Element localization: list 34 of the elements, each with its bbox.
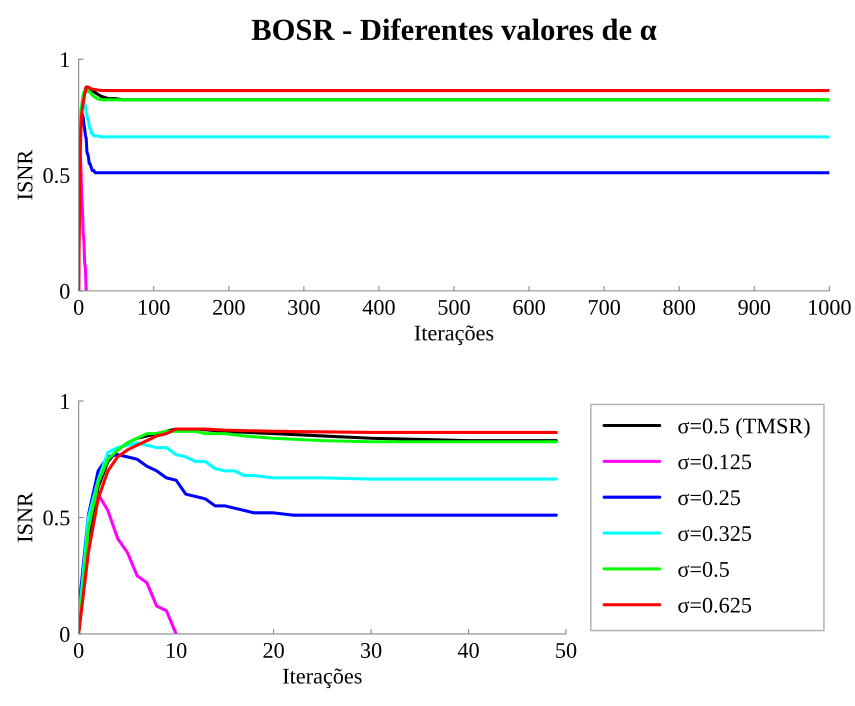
y-tick-label: 0: [60, 626, 70, 642]
y-tick-label: 1: [61, 52, 69, 68]
legend-label: σ=0.25: [678, 490, 740, 506]
chart-title: BOSR - Diferentes valores de α: [252, 18, 656, 40]
y-tick-label: 0: [60, 284, 70, 299]
x-tick-label: 300: [288, 300, 320, 315]
x-tick-label: 500: [438, 300, 470, 315]
x-tick-label: 100: [139, 300, 170, 315]
legend-label: σ=0.625: [678, 598, 752, 613]
x-tick-label: 1000: [809, 300, 851, 315]
x-tick-label: 0: [74, 642, 84, 658]
x-tick-label: 400: [362, 300, 395, 315]
legend-label: σ=0.5 (TMSR): [678, 418, 810, 438]
x-tick-label: 700: [588, 300, 620, 315]
x-tick-label: 600: [513, 300, 545, 315]
x-tick-label: 30: [361, 642, 382, 658]
x-axis-title: Iterações: [414, 325, 494, 346]
legend-label: σ=0.325: [678, 526, 752, 542]
x-tick-label: 800: [663, 300, 696, 315]
x-tick-label: 900: [738, 300, 770, 315]
y-axis-title: ISNR: [18, 150, 32, 200]
x-axis-title: Iterações: [283, 668, 362, 688]
y-tick-label: 0.5: [43, 510, 70, 526]
x-tick-label: 10: [166, 642, 186, 658]
y-axis-title: ISNR: [18, 492, 32, 542]
x-tick-label: 200: [213, 300, 245, 315]
legend-label: σ=0.125: [678, 454, 752, 470]
x-tick-label: 40: [458, 642, 479, 658]
y-tick-label: 1: [61, 394, 69, 409]
y-tick-label: 0.5: [43, 168, 70, 184]
x-tick-label: 20: [263, 642, 284, 658]
x-tick-label: 0: [74, 300, 84, 315]
legend-label: σ=0.5: [678, 562, 729, 577]
x-tick-label: 50: [556, 642, 576, 658]
